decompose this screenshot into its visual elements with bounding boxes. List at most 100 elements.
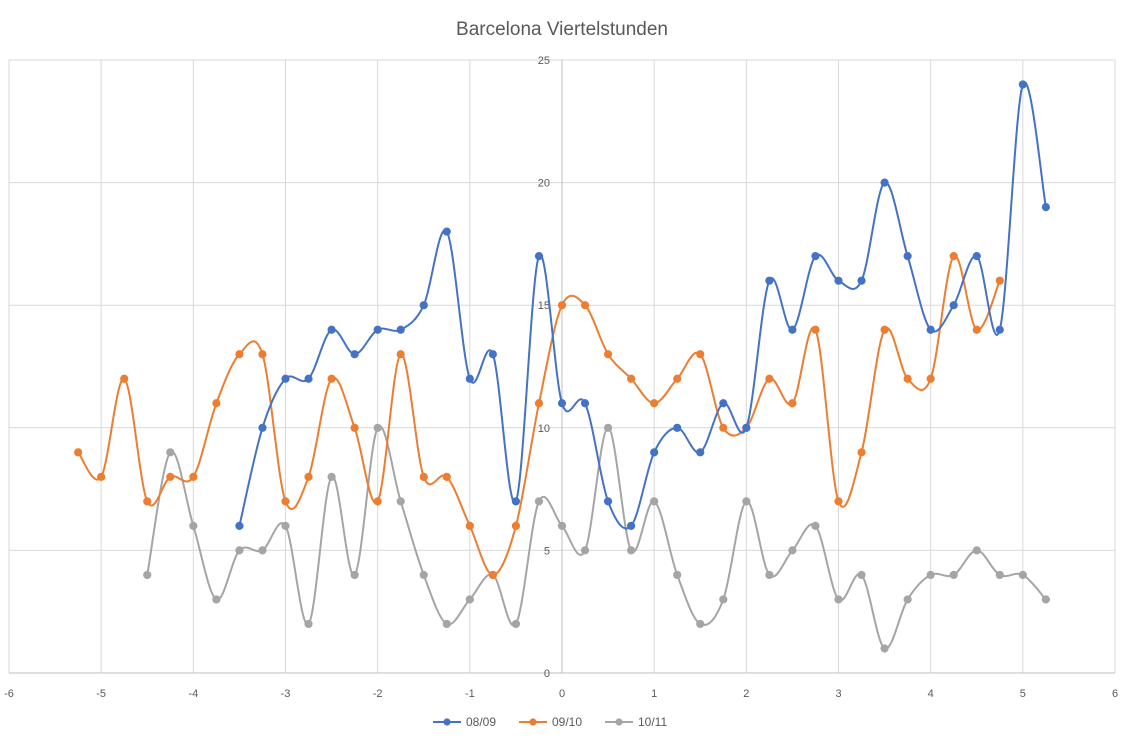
y-tick-label: 10 <box>538 423 550 435</box>
data-point <box>603 350 613 359</box>
data-point <box>903 595 912 604</box>
legend-label: 10/11 <box>638 715 667 729</box>
data-point <box>603 423 613 432</box>
data-point <box>304 472 313 481</box>
y-tick-label: 0 <box>544 668 550 680</box>
data-point <box>97 472 106 481</box>
data-point <box>465 595 474 604</box>
data-point <box>834 497 843 506</box>
y-tick-label: 5 <box>544 545 550 557</box>
data-point <box>1018 570 1027 580</box>
data-point <box>557 399 567 408</box>
data-point <box>949 570 958 580</box>
data-point <box>903 374 912 383</box>
data-point <box>580 399 590 408</box>
data-point <box>511 619 521 629</box>
legend-item[interactable]: 09/10 <box>519 715 582 729</box>
data-point <box>465 374 474 383</box>
data-point <box>281 521 290 530</box>
data-point <box>949 301 958 310</box>
data-point <box>281 497 290 506</box>
data-point <box>166 448 175 457</box>
series-10-11 <box>143 423 1050 653</box>
data-point <box>627 374 636 383</box>
x-tick-label: -4 <box>188 688 198 700</box>
data-point <box>926 570 935 580</box>
data-point <box>396 350 405 359</box>
data-point <box>995 276 1004 285</box>
data-point <box>719 423 728 432</box>
series-line <box>77 255 1001 576</box>
data-point <box>557 301 567 310</box>
data-point <box>373 325 382 334</box>
data-point <box>880 325 889 334</box>
chart-title: Barcelona Viertelstunden <box>456 19 668 40</box>
legend-label: 09/10 <box>552 715 582 729</box>
x-tick-label: 5 <box>1020 688 1026 700</box>
data-point <box>1018 80 1027 89</box>
data-point <box>857 448 866 457</box>
data-point <box>857 570 866 580</box>
data-point <box>627 521 636 530</box>
data-point <box>442 227 451 236</box>
data-point <box>350 350 359 359</box>
data-point <box>143 570 152 580</box>
data-point <box>857 276 866 285</box>
data-point <box>488 350 497 359</box>
data-point <box>511 497 521 506</box>
legend[interactable]: 08/09 09/10 10/11 <box>433 715 667 729</box>
data-point <box>327 325 336 334</box>
x-tick-label: 2 <box>743 688 749 700</box>
legend-item[interactable]: 10/11 <box>605 715 667 729</box>
data-point <box>465 521 474 530</box>
data-point <box>995 570 1004 580</box>
data-point <box>880 178 889 187</box>
series-09-10 <box>74 252 1004 580</box>
data-point <box>650 497 659 506</box>
data-point <box>696 619 705 629</box>
x-tick-label: 3 <box>835 688 841 700</box>
data-point <box>719 399 728 408</box>
data-point <box>235 546 244 555</box>
series-layer <box>74 80 1050 653</box>
x-tick-label: -3 <box>281 688 291 700</box>
data-point <box>949 252 958 261</box>
data-point <box>166 472 175 481</box>
data-point <box>673 570 682 580</box>
data-point <box>834 276 843 285</box>
x-tick-label: -1 <box>465 688 475 700</box>
data-point <box>603 497 613 506</box>
data-point <box>765 570 774 580</box>
data-point <box>419 570 428 580</box>
data-point <box>281 374 290 383</box>
data-point <box>673 374 682 383</box>
data-point <box>350 570 359 580</box>
x-tick-label: -2 <box>373 688 383 700</box>
y-tick-label: 20 <box>538 178 550 190</box>
data-point <box>1041 203 1050 212</box>
data-point <box>788 546 797 555</box>
data-point <box>373 497 382 506</box>
data-point <box>972 252 981 261</box>
data-point <box>74 448 83 457</box>
data-point <box>235 521 244 530</box>
data-point <box>534 399 544 408</box>
data-point <box>880 644 889 653</box>
data-point <box>765 374 774 383</box>
series-08-09 <box>235 80 1050 530</box>
data-point <box>972 546 981 555</box>
data-point <box>235 350 244 359</box>
data-point <box>673 423 682 432</box>
x-tick-label: -6 <box>4 688 14 700</box>
data-point <box>1041 595 1050 604</box>
data-point <box>811 521 820 530</box>
data-point <box>903 252 912 261</box>
data-point <box>788 325 797 334</box>
data-point <box>650 448 659 457</box>
legend-item[interactable]: 08/09 <box>433 715 496 729</box>
data-point <box>442 619 451 629</box>
data-point <box>811 252 820 261</box>
